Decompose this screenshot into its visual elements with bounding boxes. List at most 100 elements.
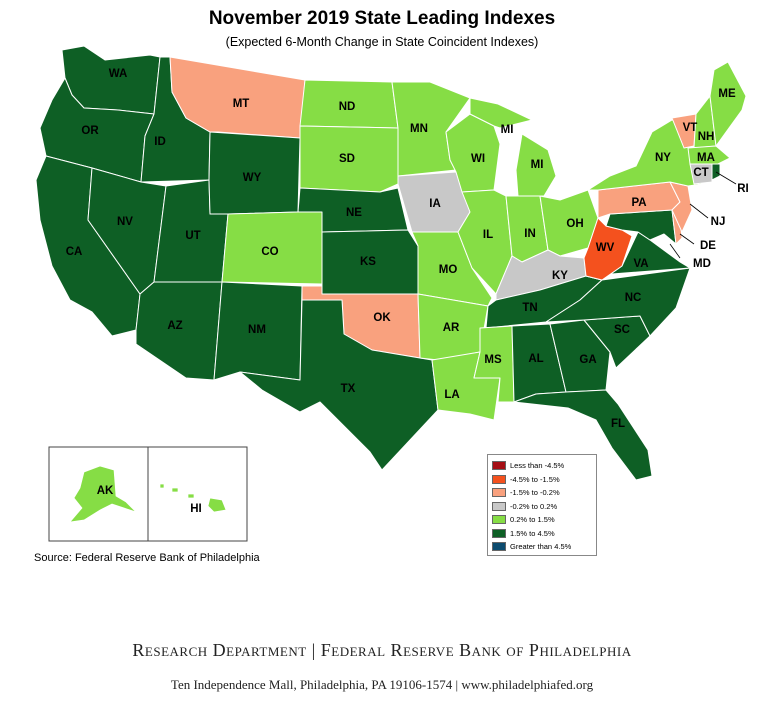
label-MT: MT [233, 98, 250, 110]
label-KY: KY [552, 270, 568, 282]
label-TN: TN [522, 302, 537, 314]
label-NH: NH [698, 131, 715, 143]
legend-item: Greater than 4.5% [492, 540, 592, 554]
label-HI: HI [190, 503, 202, 515]
legend-label: Less than -4.5% [510, 461, 565, 471]
state-SD[interactable] [299, 125, 399, 193]
state-WV[interactable] [583, 217, 633, 281]
legend-item: -0.2% to 0.2% [492, 500, 592, 514]
label-UT: UT [185, 230, 200, 242]
label-NV: NV [117, 216, 133, 228]
label-WV: WV [596, 242, 615, 254]
source-note: Source: Federal Reserve Bank of Philadel… [34, 552, 260, 564]
label-MD: MD [693, 258, 711, 270]
legend-label: -0.2% to 0.2% [510, 501, 558, 511]
label-AR: AR [443, 322, 460, 334]
label-WY: WY [243, 172, 262, 184]
state-HI-2[interactable] [171, 487, 179, 493]
map-subtitle: (Expected 6-Month Change in State Coinci… [225, 35, 539, 49]
state-HI-4[interactable] [207, 497, 227, 513]
state-FL[interactable] [513, 389, 653, 481]
label-KS: KS [360, 256, 376, 268]
legend-swatch [492, 528, 506, 538]
label-CA: CA [66, 246, 83, 258]
label-AL: AL [528, 353, 543, 365]
label-MO: MO [439, 264, 458, 276]
legend-swatch [492, 542, 506, 552]
label-OH: OH [566, 218, 583, 230]
label-SD: SD [339, 153, 355, 165]
label-OK: OK [373, 312, 391, 324]
legend-item: 0.2% to 1.5% [492, 513, 592, 527]
label-NY: NY [655, 152, 671, 164]
legend-item: Less than -4.5% [492, 459, 592, 473]
label-AK: AK [97, 485, 114, 497]
legend-swatch [492, 501, 506, 511]
label-IL: IL [483, 229, 493, 241]
label-MS: MS [484, 354, 502, 366]
label-MI-lower: MI [531, 159, 544, 171]
label-RI: RI [737, 183, 749, 195]
legend: Less than -4.5% -4.5% to -1.5% -1.5% to -0… [487, 454, 597, 556]
label-NJ: NJ [711, 216, 726, 228]
leader-lines [669, 171, 737, 259]
label-CT: CT [693, 167, 708, 179]
label-ME: ME [718, 88, 736, 100]
footer-department: Research Department [132, 640, 307, 660]
state-AK[interactable] [69, 465, 137, 523]
label-NE: NE [346, 207, 362, 219]
legend-item: -1.5% to -0.2% [492, 486, 592, 500]
label-ID: ID [154, 136, 166, 148]
label-ND: ND [339, 101, 356, 113]
label-AZ: AZ [167, 320, 182, 332]
footer-department-line: Research Department | Federal Reserve Ba… [0, 640, 764, 661]
label-VA: VA [633, 258, 648, 270]
state-CT[interactable] [689, 163, 713, 185]
legend-swatch [492, 474, 506, 484]
label-GA: GA [579, 354, 596, 366]
label-NC: NC [625, 292, 642, 304]
label-TX: TX [341, 383, 356, 395]
state-HI-1[interactable] [159, 483, 165, 489]
label-DE: DE [700, 240, 716, 252]
label-OR: OR [81, 125, 99, 137]
state-NC[interactable] [545, 267, 691, 337]
legend-label: -4.5% to -1.5% [510, 474, 560, 484]
legend-swatch [492, 488, 506, 498]
legend-label: -1.5% to -0.2% [510, 488, 560, 498]
state-MI-lower[interactable] [515, 133, 557, 197]
label-VT: VT [683, 122, 698, 134]
state-labels: WA OR CA ID NV UT AZ MT WY CO NM ND SD N… [66, 68, 749, 515]
legend-label: 0.2% to 1.5% [510, 515, 555, 525]
legend-swatch [492, 515, 506, 525]
legend-swatch [492, 461, 506, 471]
legend-label: Greater than 4.5% [510, 542, 572, 552]
label-MA: MA [697, 152, 715, 164]
legend-item: 1.5% to 4.5% [492, 527, 592, 541]
footer-separator: | [311, 640, 316, 660]
state-ME[interactable] [709, 61, 747, 147]
label-WA: WA [109, 68, 128, 80]
label-SC: SC [614, 324, 630, 336]
label-FL: FL [611, 418, 625, 430]
label-NM: NM [248, 324, 266, 336]
label-WI: WI [471, 153, 485, 165]
map-title: November 2019 State Leading Indexes [208, 8, 556, 29]
state-MA[interactable] [687, 145, 731, 165]
state-TX[interactable] [239, 299, 439, 471]
state-MI-upper[interactable] [469, 97, 533, 129]
label-IN: IN [524, 228, 536, 240]
label-CO: CO [261, 246, 278, 258]
footer-address: Ten Independence Mall, Philadelphia, PA … [170, 677, 594, 692]
legend-item: -4.5% to -1.5% [492, 473, 592, 487]
state-HI-3[interactable] [187, 493, 195, 499]
label-IA: IA [429, 198, 441, 210]
label-PA: PA [631, 197, 646, 209]
label-LA: LA [444, 389, 459, 401]
footer-bank: Federal Reserve Bank of Philadelphia [320, 640, 632, 660]
label-MI-upper: MI [501, 124, 514, 136]
legend-label: 1.5% to 4.5% [510, 528, 555, 538]
label-MN: MN [410, 123, 428, 135]
hawaii-inset-frame [147, 446, 248, 542]
